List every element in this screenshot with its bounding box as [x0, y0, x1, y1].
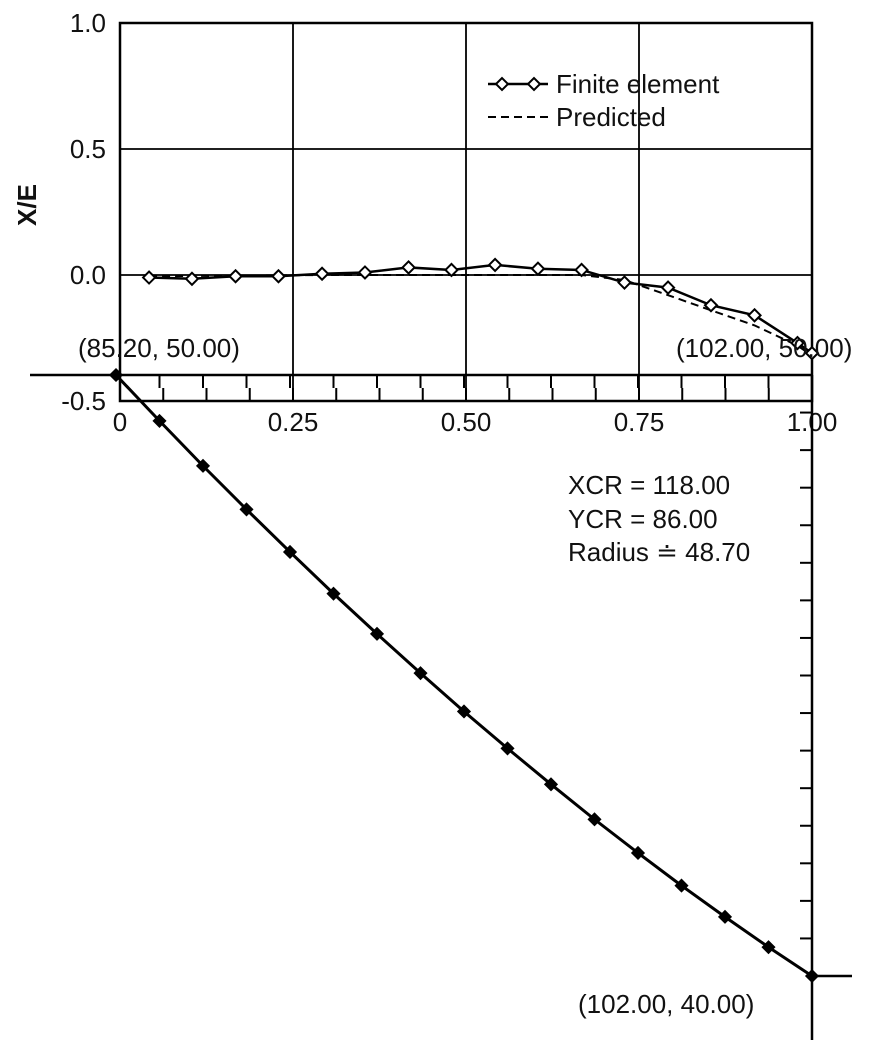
y-axis-label: X/E — [12, 184, 42, 226]
finite-element-point — [574, 262, 589, 278]
arc-point — [195, 458, 211, 473]
arc-curve — [114, 373, 813, 978]
arc-point — [239, 502, 254, 517]
arc-point — [761, 940, 776, 955]
y-tick-label: 1.0 — [70, 8, 106, 38]
arc-point — [587, 812, 602, 827]
annotation-ycr: YCR = 86.00 — [568, 504, 718, 534]
tick-marks — [162, 388, 770, 401]
arc-points — [108, 367, 820, 984]
annotation-xcr: XCR = 118.00 — [568, 470, 730, 500]
x-tick-label: 0.75 — [614, 407, 665, 437]
finite-element-point — [804, 345, 820, 361]
series-predicted-line — [149, 274, 813, 357]
point-label-top-right: (102.00, 50.00) — [676, 333, 852, 363]
finite-element-point — [530, 261, 546, 277]
finite-element-point — [790, 335, 805, 351]
point-label-end: (102.00, 40.00) — [578, 989, 754, 1019]
y-tick-label: -0.5 — [61, 386, 106, 416]
finite-element-point — [703, 297, 719, 313]
finite-element-point — [357, 265, 373, 280]
arc-point — [108, 367, 124, 383]
finite-element-point — [617, 275, 632, 290]
finite-element-point — [444, 262, 459, 278]
point-label-start: (85.20, 50.00) — [78, 333, 240, 363]
legend: Finite element Predicted — [488, 69, 720, 132]
tick-marks — [158, 375, 812, 940]
series-group — [141, 257, 820, 361]
x-tick-label: 0.50 — [441, 407, 492, 437]
finite-element-point — [401, 260, 416, 275]
x-tick-label: 0 — [113, 407, 127, 437]
error-chart: 0 0.25 0.50 0.75 1.001.00.50.0-0.5 X/E Finit… — [12, 8, 837, 437]
finite-element-point — [271, 268, 286, 284]
finite-element-point — [184, 271, 200, 287]
annotation-radius: Radius ≐ 48.70 — [568, 537, 750, 567]
legend-predicted-label: Predicted — [556, 102, 666, 132]
finite-element-point — [487, 257, 503, 273]
finite-element-point — [141, 270, 157, 285]
arc-point — [413, 666, 428, 681]
arc-point — [456, 704, 472, 719]
arc-point — [674, 878, 689, 893]
legend-finite-element-label: Finite element — [556, 69, 720, 99]
finite-element-point — [228, 268, 243, 284]
arc-point — [717, 909, 733, 924]
y-tick-label: 0.5 — [70, 134, 106, 164]
tick-labels: 0 0.25 0.50 0.75 1.001.00.50.0-0.5 — [61, 8, 837, 437]
finite-element-point — [747, 307, 762, 323]
arc-point — [152, 413, 167, 428]
arc-chart: (85.20, 50.00) (102.00, 50.00) (102.00, … — [30, 333, 852, 1040]
y-tick-label: 0.0 — [70, 260, 106, 290]
x-tick-label: 0.25 — [268, 407, 319, 437]
legend-finite-element-marker — [494, 76, 510, 92]
arc-point — [630, 845, 646, 861]
arc-point — [369, 626, 385, 641]
arc-point — [804, 968, 820, 984]
arc-point — [282, 544, 298, 560]
arc-point — [326, 586, 341, 601]
finite-element-point — [314, 266, 330, 282]
arc-point — [543, 777, 559, 792]
finite-element-point — [660, 280, 676, 296]
arc-point — [500, 741, 515, 756]
legend-finite-element-marker — [526, 76, 542, 92]
